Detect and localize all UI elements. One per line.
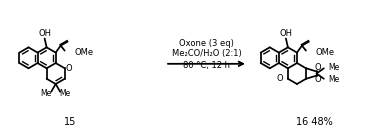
Text: OMe: OMe: [316, 48, 335, 57]
Text: Me₂CO/H₂O (2:1): Me₂CO/H₂O (2:1): [172, 49, 241, 58]
Text: Oxone (3 eq): Oxone (3 eq): [179, 39, 234, 48]
Text: OH: OH: [38, 29, 51, 38]
Text: 15: 15: [64, 117, 76, 127]
Text: O: O: [66, 64, 72, 73]
Text: Me: Me: [328, 75, 339, 84]
Text: 16 48%: 16 48%: [296, 117, 333, 127]
Text: O: O: [314, 75, 321, 84]
Text: Me: Me: [328, 63, 339, 72]
Text: OH: OH: [279, 29, 293, 38]
Text: Me: Me: [59, 89, 71, 98]
Text: 80 °C, 12 h: 80 °C, 12 h: [183, 61, 230, 70]
Text: Me: Me: [41, 89, 52, 98]
Text: O: O: [276, 74, 283, 83]
Text: OMe: OMe: [74, 48, 94, 57]
Text: O: O: [314, 63, 321, 72]
